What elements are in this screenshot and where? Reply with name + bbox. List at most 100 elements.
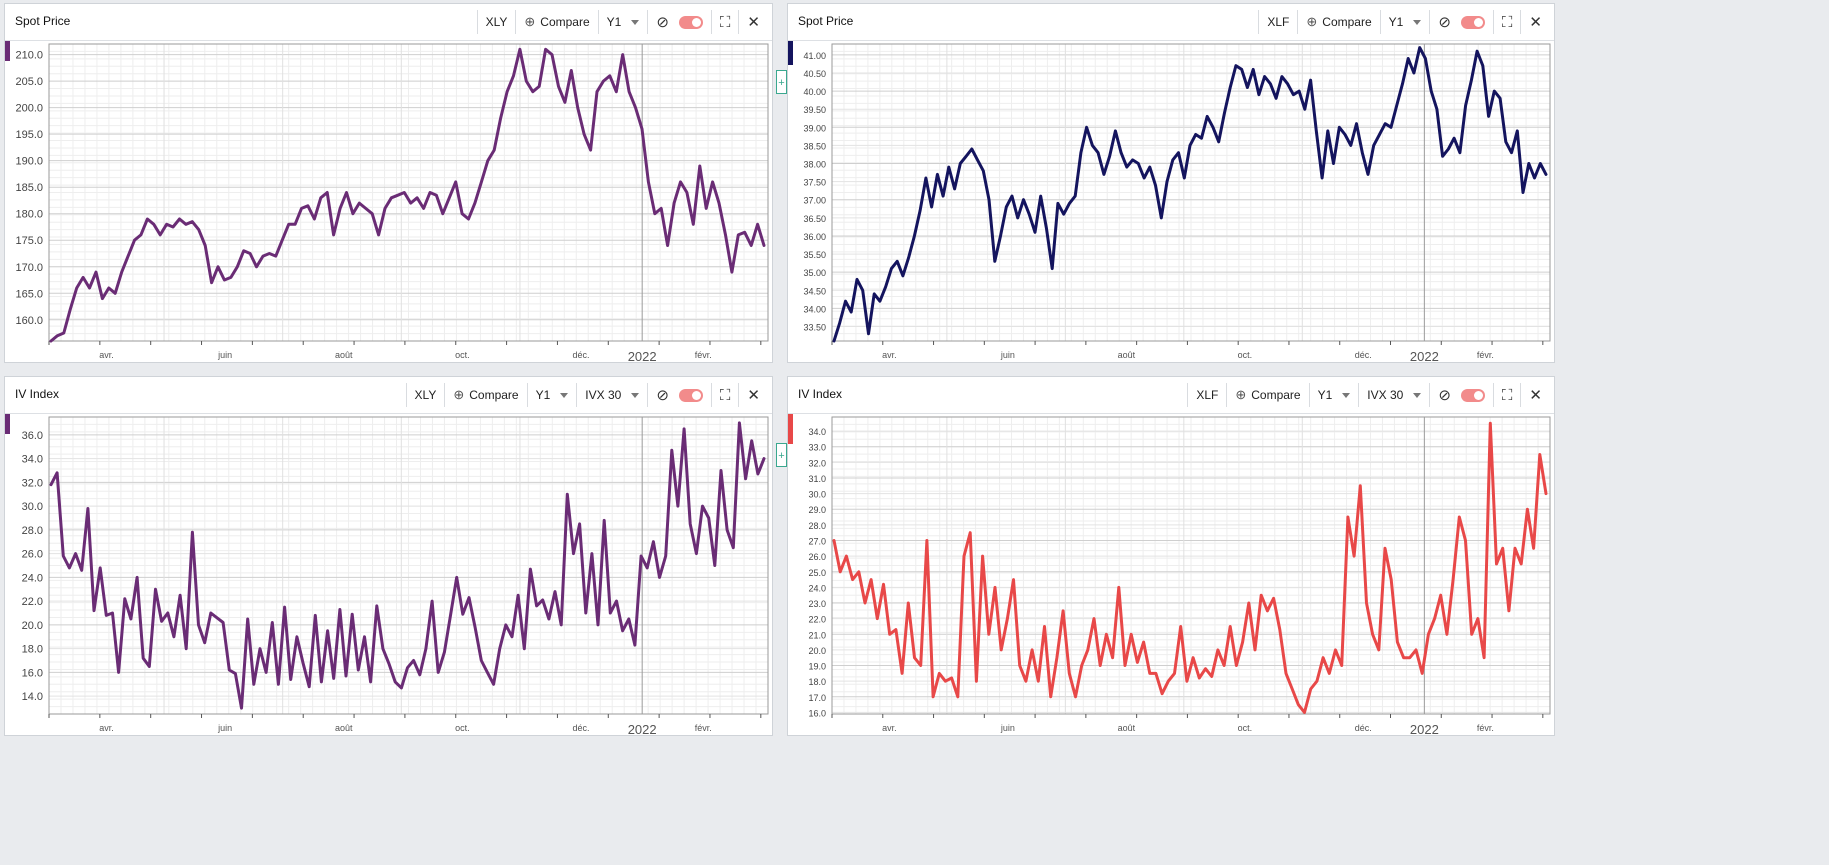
chevron-down-icon — [631, 19, 640, 25]
x-tick-label: avr. — [99, 350, 114, 360]
period-dropdown[interactable]: Y1 — [1379, 10, 1430, 34]
y-tick-label: 36.00 — [803, 232, 826, 242]
period-label: Y1 — [535, 388, 551, 402]
period-label: Y1 — [1317, 388, 1333, 402]
y-tick-label: 16.0 — [22, 667, 43, 679]
x-tick-label: oct. — [455, 723, 470, 733]
y-tick-label: 37.50 — [803, 178, 826, 188]
add-circle-icon: ⊕ — [1235, 387, 1247, 402]
y-tick-label: 170.0 — [15, 262, 43, 274]
y-tick-label: 30.0 — [808, 490, 826, 500]
x-tick-label: oct. — [455, 350, 470, 360]
panel-iv-index-xly: IV Index XLY ⊕ Compare Y1 IVX 30 ⊘ ⛶ ✕ 14… — [4, 376, 773, 736]
y-tick-label: 19.0 — [808, 662, 826, 672]
y-tick-label: 25.0 — [808, 568, 826, 578]
toggle-switch[interactable] — [677, 10, 711, 34]
y-tick-label: 31.0 — [808, 474, 826, 484]
crosshair-toggle-button[interactable]: ⊘ — [1429, 383, 1459, 407]
measure-label: IVX 30 — [585, 388, 622, 402]
compare-label: Compare — [469, 388, 519, 402]
toggle-switch[interactable] — [1459, 383, 1493, 407]
y-tick-label: 180.0 — [15, 209, 43, 221]
period-dropdown[interactable]: Y1 — [526, 383, 577, 407]
x-tick-label: juin — [1000, 723, 1015, 733]
add-series-button[interactable]: + — [776, 443, 787, 467]
panel-spot-price-xly: Spot Price XLY ⊕ Compare Y1 ⊘ ⛶ ✕ 160.0 16… — [4, 3, 773, 363]
x-tick-label: févr. — [695, 350, 712, 360]
chart-area[interactable]: 33.50 34.00 34.50 35.00 35.50 36.00 36.50 37.00… — [788, 41, 1554, 362]
toggle-switch[interactable] — [677, 383, 711, 407]
y-tick-label: 22.0 — [808, 615, 826, 625]
panel-toolbar: IV Index XLF ⊕ Compare Y1 IVX 30 ⊘ ⛶ ✕ — [788, 377, 1554, 414]
period-dropdown[interactable]: Y1 — [1308, 383, 1359, 407]
compare-button[interactable]: ⊕ Compare — [444, 383, 526, 407]
panel-spot-price-xlf: Spot Price XLF ⊕ Compare Y1 ⊘ ⛶ ✕ 33.50 34… — [787, 3, 1555, 363]
ticker-button[interactable]: XLY — [476, 10, 516, 34]
x-tick-label: août — [335, 350, 353, 360]
x-tick-label: oct. — [1238, 723, 1253, 733]
y-tick-label: 38.00 — [803, 160, 826, 170]
y-tick-label: 195.0 — [15, 129, 43, 141]
series-color-strip — [5, 414, 10, 434]
period-dropdown[interactable]: Y1 — [597, 10, 648, 34]
y-tick-label: 210.0 — [15, 50, 43, 62]
toggle-switch[interactable] — [1459, 10, 1493, 34]
fullscreen-icon: ⛶ — [1501, 13, 1513, 31]
close-icon: ✕ — [1529, 387, 1542, 404]
close-button[interactable]: ✕ — [1520, 10, 1550, 34]
y-tick-label: 28.0 — [22, 525, 43, 537]
close-button[interactable]: ✕ — [738, 383, 768, 407]
y-tick-label: 17.0 — [808, 693, 826, 703]
ticker-button[interactable]: XLF — [1258, 10, 1297, 34]
y-tick-label: 35.00 — [803, 268, 826, 278]
toggle-icon — [678, 15, 703, 29]
y-tick-label: 32.0 — [22, 477, 43, 489]
x-tick-label: août — [1118, 723, 1136, 733]
x-tick-label: avr. — [882, 723, 897, 733]
x-tick-label: avr. — [99, 723, 114, 733]
add-series-button[interactable]: + — [776, 70, 787, 94]
crosshair-toggle-button[interactable]: ⊘ — [647, 10, 677, 34]
measure-dropdown[interactable]: IVX 30 — [1358, 383, 1429, 407]
y-tick-label: 18.0 — [808, 677, 826, 687]
compare-button[interactable]: ⊕ Compare — [1226, 383, 1308, 407]
panel-toolbar: IV Index XLY ⊕ Compare Y1 IVX 30 ⊘ ⛶ ✕ — [5, 377, 772, 414]
compare-button[interactable]: ⊕ Compare — [515, 10, 597, 34]
y-tick-label: 16.0 — [808, 708, 826, 718]
close-button[interactable]: ✕ — [1520, 383, 1550, 407]
x-tick-label: oct. — [1238, 350, 1253, 360]
measure-dropdown[interactable]: IVX 30 — [576, 383, 647, 407]
panel-title: Spot Price — [15, 14, 71, 28]
ticker-button[interactable]: XLY — [405, 383, 445, 407]
fullscreen-button[interactable]: ⛶ — [710, 383, 739, 407]
crosshair-toggle-button[interactable]: ⊘ — [1429, 10, 1459, 34]
crosshair-off-icon: ⊘ — [656, 14, 669, 31]
crosshair-toggle-button[interactable]: ⊘ — [647, 383, 677, 407]
y-tick-label: 30.0 — [22, 501, 43, 513]
y-tick-label: 34.0 — [22, 454, 43, 466]
x-tick-label: déc. — [1355, 723, 1372, 733]
y-tick-label: 185.0 — [15, 182, 43, 194]
x-tick-label: déc. — [573, 350, 590, 360]
chart-area[interactable]: 14.0 16.0 18.0 20.0 22.0 24.0 26.0 28.0 30.0 32.0… — [5, 414, 772, 735]
compare-button[interactable]: ⊕ Compare — [1297, 10, 1379, 34]
fullscreen-button[interactable]: ⛶ — [1492, 10, 1521, 34]
x-tick-label: juin — [217, 723, 232, 733]
period-label: Y1 — [606, 15, 622, 29]
period-label: Y1 — [1388, 15, 1404, 29]
series-color-strip — [788, 41, 793, 65]
close-button[interactable]: ✕ — [738, 10, 768, 34]
chart-area[interactable]: 16.0 17.0 18.0 19.0 20.0 21.0 22.0 23.0 24.0 25.0… — [788, 414, 1554, 735]
y-tick-label: 24.0 — [22, 572, 43, 584]
x-tick-label: 2022 — [1410, 722, 1439, 735]
fullscreen-button[interactable]: ⛶ — [710, 10, 739, 34]
y-tick-label: 35.50 — [803, 250, 826, 260]
y-tick-label: 28.0 — [808, 521, 826, 531]
series-color-strip — [788, 414, 793, 444]
chart-area[interactable]: 160.0 165.0 170.0 175.0 180.0 185.0 190.0 195.0… — [5, 41, 772, 362]
x-tick-label: déc. — [573, 723, 590, 733]
ticker-button[interactable]: XLF — [1187, 383, 1226, 407]
y-tick-label: 22.0 — [22, 596, 43, 608]
x-tick-label: août — [1118, 350, 1136, 360]
fullscreen-button[interactable]: ⛶ — [1492, 383, 1521, 407]
